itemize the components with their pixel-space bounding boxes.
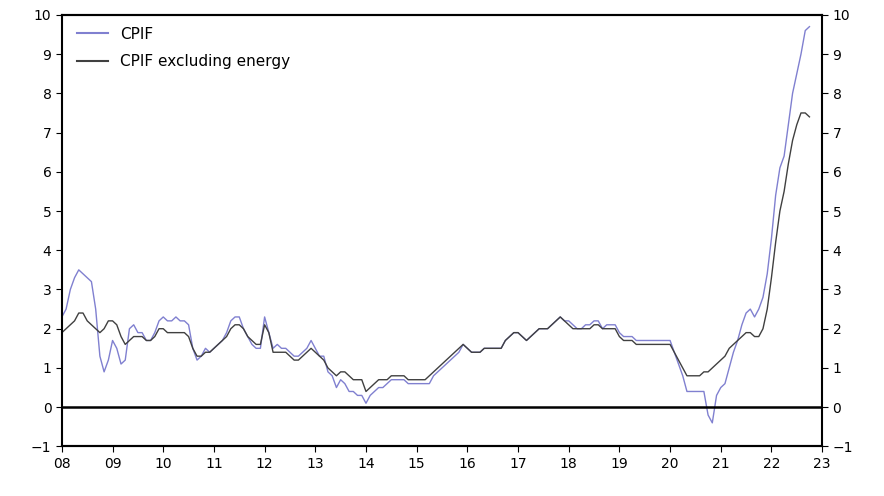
CPIF <box>179 318 190 324</box>
CPIF excluding energy <box>179 330 190 336</box>
CPIF excluding energy <box>428 369 438 375</box>
CPIF <box>57 314 67 320</box>
CPIF <box>660 337 671 343</box>
CPIF <box>563 318 574 324</box>
Line: CPIF excluding energy: CPIF excluding energy <box>62 113 810 391</box>
CPIF <box>804 24 815 30</box>
Line: CPIF: CPIF <box>62 27 810 423</box>
Legend: CPIF, CPIF excluding energy: CPIF, CPIF excluding energy <box>77 27 290 69</box>
CPIF <box>318 353 329 359</box>
CPIF <box>762 271 773 277</box>
CPIF excluding energy <box>804 114 815 120</box>
CPIF excluding energy <box>665 341 675 347</box>
CPIF excluding energy <box>361 388 371 394</box>
CPIF excluding energy <box>796 110 806 116</box>
CPIF <box>424 380 435 386</box>
CPIF excluding energy <box>318 357 329 363</box>
CPIF <box>707 420 718 426</box>
CPIF excluding energy <box>762 306 773 312</box>
CPIF excluding energy <box>568 326 578 332</box>
CPIF excluding energy <box>57 330 67 336</box>
